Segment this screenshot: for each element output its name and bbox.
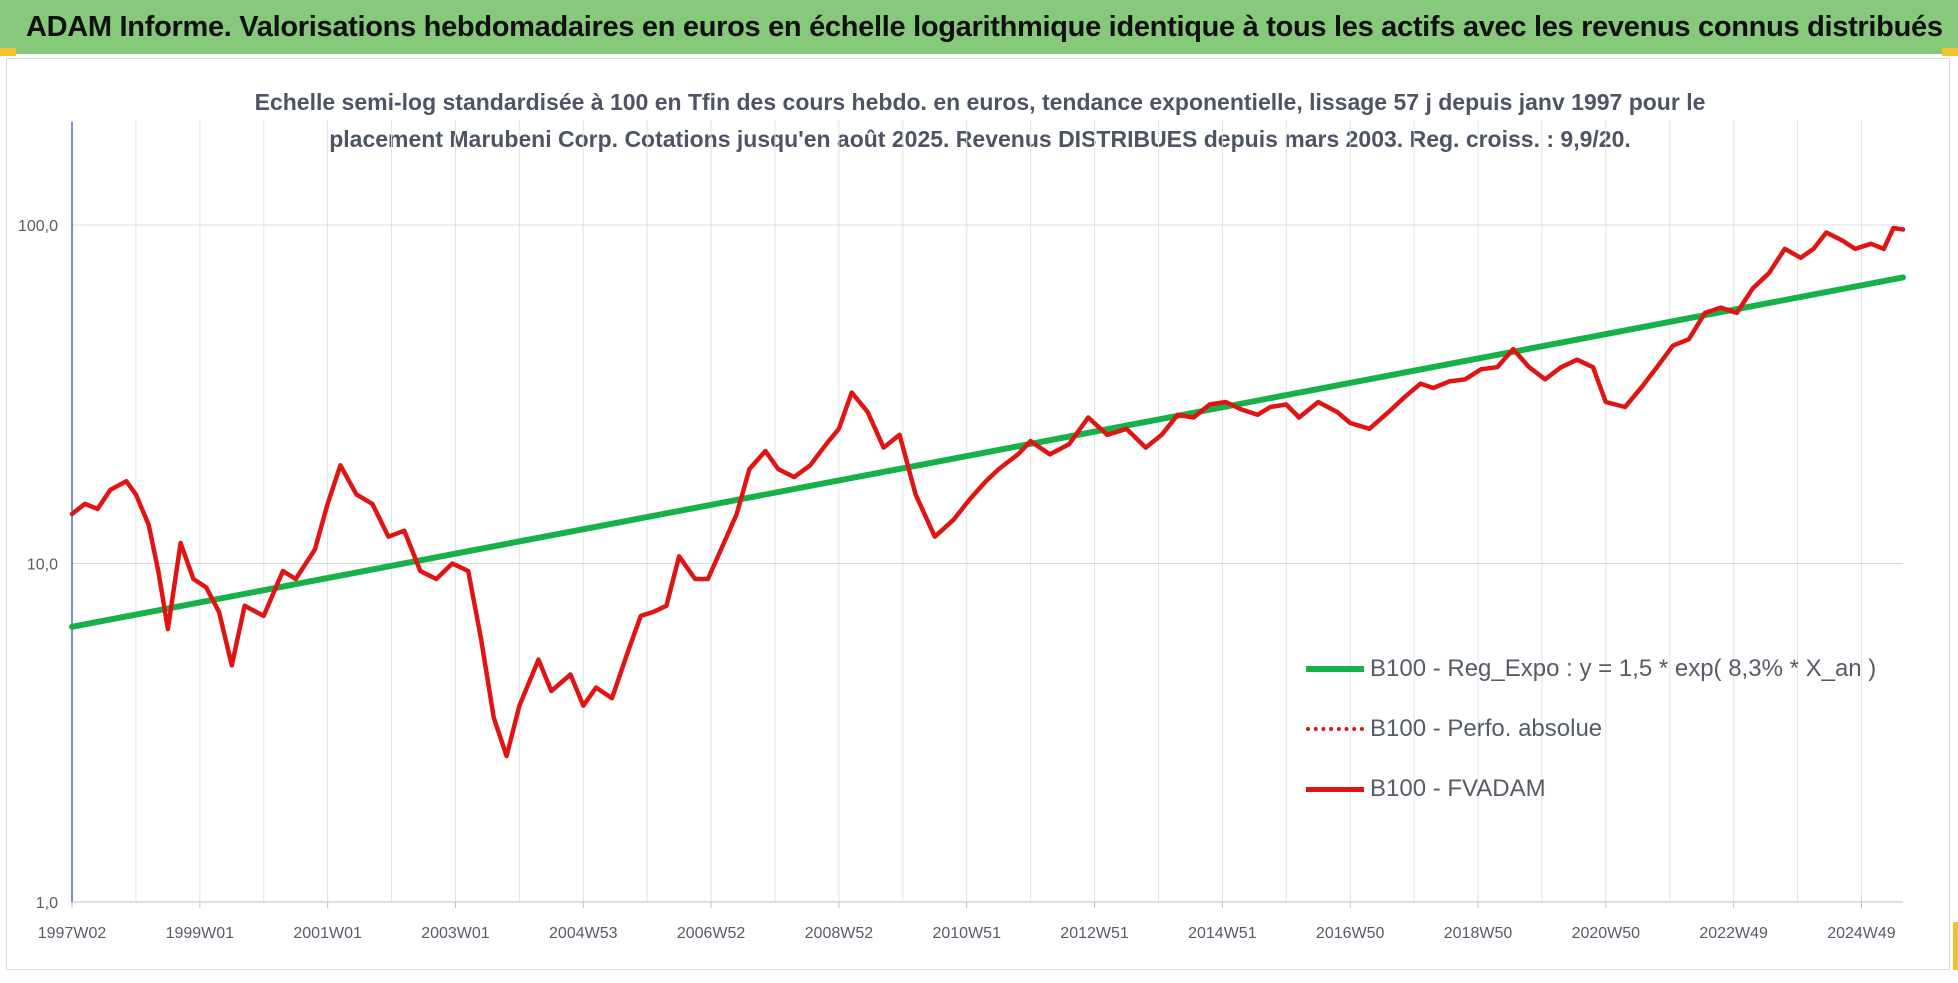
- report-title-banner: ADAM Informe. Valorisations hebdomadaire…: [0, 0, 1958, 54]
- chart-title-line-1: Echelle semi-log standardisée à 100 en T…: [254, 89, 1706, 115]
- series-line-fvadam: [69, 225, 1906, 759]
- legend-label-regression: B100 - Reg_Expo : y = 1,5 * exp( 8,3% * …: [1370, 655, 1877, 682]
- x-tick-label: 2008W52: [805, 925, 874, 942]
- x-tick-label: 2024W49: [1827, 925, 1896, 942]
- corner-marker-bottom-right: [1953, 922, 1958, 970]
- x-tick-label: 1997W02: [38, 925, 107, 942]
- legend-item-fvadam: B100 - FVADAM: [1306, 774, 1876, 804]
- legend-item-regression: B100 - Reg_Expo : y = 1,5 * exp( 8,3% * …: [1306, 654, 1876, 684]
- y-tick-label: 1,0: [36, 895, 58, 912]
- legend-item-perfo-absolue: B100 - Perfo. absolue: [1306, 714, 1876, 744]
- chart-legend: B100 - Reg_Expo : y = 1,5 * exp( 8,3% * …: [1306, 654, 1876, 834]
- legend-swatch-perfo-absolue: [1306, 727, 1364, 731]
- report-title: ADAM Informe. Valorisations hebdomadaire…: [26, 10, 1943, 43]
- y-tick-label: 100,0: [18, 218, 58, 235]
- x-tick-label: 2020W50: [1572, 925, 1641, 942]
- x-tick-label: 2010W51: [932, 925, 1001, 942]
- y-tick-label: 10,0: [27, 557, 58, 574]
- x-tick-label: 2003W01: [421, 925, 490, 942]
- x-tick-label: 2018W50: [1444, 925, 1513, 942]
- x-tick-label: 2001W01: [293, 925, 362, 942]
- x-tick-label: 2022W49: [1699, 925, 1768, 942]
- x-tick-label: 1999W01: [166, 925, 235, 942]
- x-tick-label: 2004W53: [549, 925, 618, 942]
- legend-label-perfo-absolue: B100 - Perfo. absolue: [1370, 715, 1603, 742]
- x-tick-label: 2014W51: [1188, 925, 1257, 942]
- x-tick-label: 2016W50: [1316, 925, 1385, 942]
- legend-swatch-regression: [1306, 666, 1364, 672]
- legend-swatch-fvadam: [1306, 786, 1364, 792]
- corner-marker-top-left: [0, 48, 16, 56]
- corner-marker-top-right: [1942, 48, 1958, 56]
- chart-frame: [6, 58, 1950, 970]
- x-tick-label: 2006W52: [677, 925, 746, 942]
- x-tick-label: 2012W51: [1060, 925, 1129, 942]
- series-line-regression: [69, 274, 1906, 630]
- legend-label-fvadam: B100 - FVADAM: [1370, 775, 1546, 802]
